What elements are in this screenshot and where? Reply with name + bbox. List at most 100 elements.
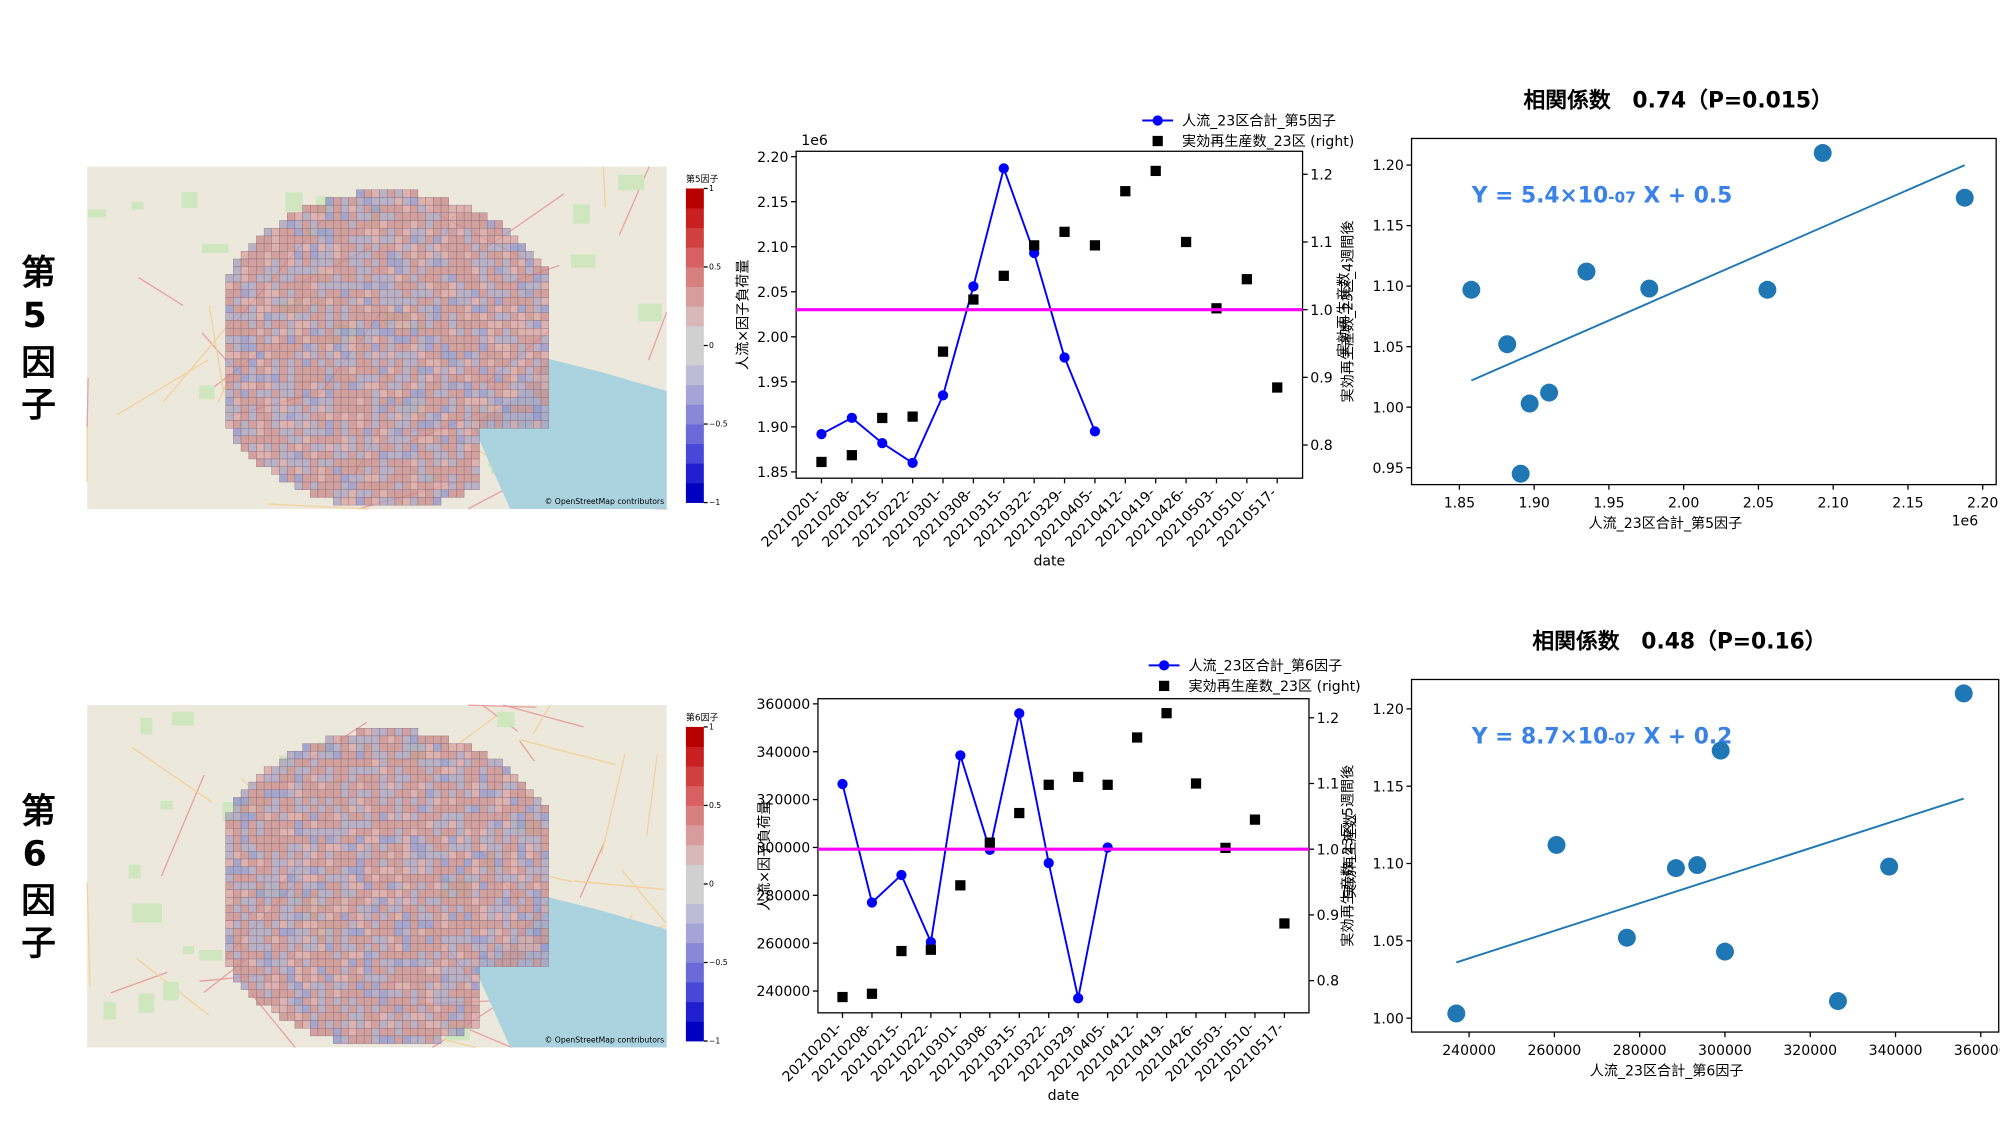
map-cell (333, 458, 342, 467)
map-cell (340, 766, 349, 775)
map-cell (386, 458, 396, 467)
map-cell (463, 797, 472, 806)
map-cell (410, 381, 419, 390)
map-cell (286, 312, 296, 321)
map-cell (386, 751, 396, 760)
map-cell (233, 851, 242, 860)
map-cell (279, 812, 288, 821)
map-cell (363, 889, 372, 898)
map-cell (302, 466, 311, 475)
map-cell (233, 904, 242, 914)
map-cell (425, 404, 434, 414)
map-cell (302, 997, 311, 1006)
map-cell (533, 328, 542, 337)
map-cell (386, 381, 396, 390)
map-cell (348, 451, 357, 460)
scatter-point (1955, 188, 1974, 207)
map-cell (371, 781, 380, 790)
map-cell (448, 220, 457, 229)
map-cell (502, 366, 511, 375)
map-cell (417, 820, 426, 829)
map-cell (379, 343, 388, 352)
map-cell (271, 874, 280, 883)
map-cell (525, 351, 534, 360)
map-cell (271, 897, 280, 906)
map-cell (394, 958, 403, 967)
map-cell (417, 858, 426, 867)
y2-axis-label: 実効再生産数 (1343, 813, 1359, 898)
map-cell (510, 904, 519, 914)
map-cell (471, 897, 480, 906)
map-road (131, 746, 212, 803)
map-cell (333, 935, 342, 944)
map-cell (517, 243, 526, 252)
map-cell (479, 389, 488, 398)
map-cell (433, 1020, 442, 1029)
map-cell (533, 851, 542, 860)
map-cell (317, 389, 326, 398)
map-cell (517, 935, 526, 944)
map-cell (363, 335, 372, 344)
x-axis-label: date (1048, 1088, 1080, 1104)
map-cell (363, 943, 372, 952)
map-cell (440, 297, 449, 306)
map-cell (456, 835, 465, 844)
map-cell (302, 458, 311, 467)
map-cell (533, 943, 542, 952)
map-cell (463, 835, 472, 844)
map-cell (479, 220, 488, 229)
map-cell (402, 804, 411, 814)
map-cell (425, 197, 434, 206)
map-cell (317, 820, 326, 829)
map-cell (448, 974, 457, 983)
map-cell (263, 243, 272, 252)
map-cell (325, 320, 334, 329)
map-cell (286, 958, 296, 967)
map-cell (463, 943, 472, 952)
map-cell (486, 858, 496, 867)
map-cell (325, 481, 334, 490)
map-cell (279, 251, 288, 260)
map-cell (302, 328, 311, 337)
map-cell (386, 874, 396, 883)
map-cell (433, 881, 442, 890)
y2-tick-label: 1.2 (1310, 167, 1332, 183)
x-tick-label: 1.95 (1593, 496, 1624, 512)
map-cell (317, 228, 326, 237)
map-cell (356, 897, 365, 906)
map-cell (263, 420, 272, 429)
map-cell (271, 258, 280, 267)
map-cell (433, 966, 442, 975)
map-cell (463, 458, 472, 467)
map-cell (533, 274, 542, 283)
map-cell (340, 943, 349, 952)
map-cell (363, 851, 372, 860)
map-cell (456, 1012, 465, 1021)
map-cell (533, 351, 542, 360)
colorbar-band (685, 365, 704, 386)
map-cell (310, 989, 319, 998)
map-cell (425, 289, 434, 298)
map-cell (371, 451, 380, 460)
map-cell (333, 281, 342, 290)
y-tick-label: 1.10 (1372, 857, 1403, 873)
map-cell (310, 1028, 319, 1037)
map-cell (479, 404, 488, 414)
y-tick-label: 1.05 (1372, 934, 1403, 950)
map-cell (310, 820, 319, 829)
map-cell (502, 404, 511, 414)
map-cell (533, 404, 542, 414)
map-cell (325, 381, 334, 390)
map-cell (340, 197, 349, 206)
map-cell (225, 958, 234, 967)
map-cell (502, 297, 511, 306)
map-cell (240, 335, 249, 344)
map-cell (248, 966, 257, 975)
map-cell (433, 943, 442, 952)
map-cell (379, 304, 388, 314)
map-cell (279, 474, 288, 483)
map-cell (448, 851, 457, 860)
map-cell (271, 935, 280, 944)
scatter-point (1880, 857, 1899, 876)
map-cell (240, 312, 249, 321)
